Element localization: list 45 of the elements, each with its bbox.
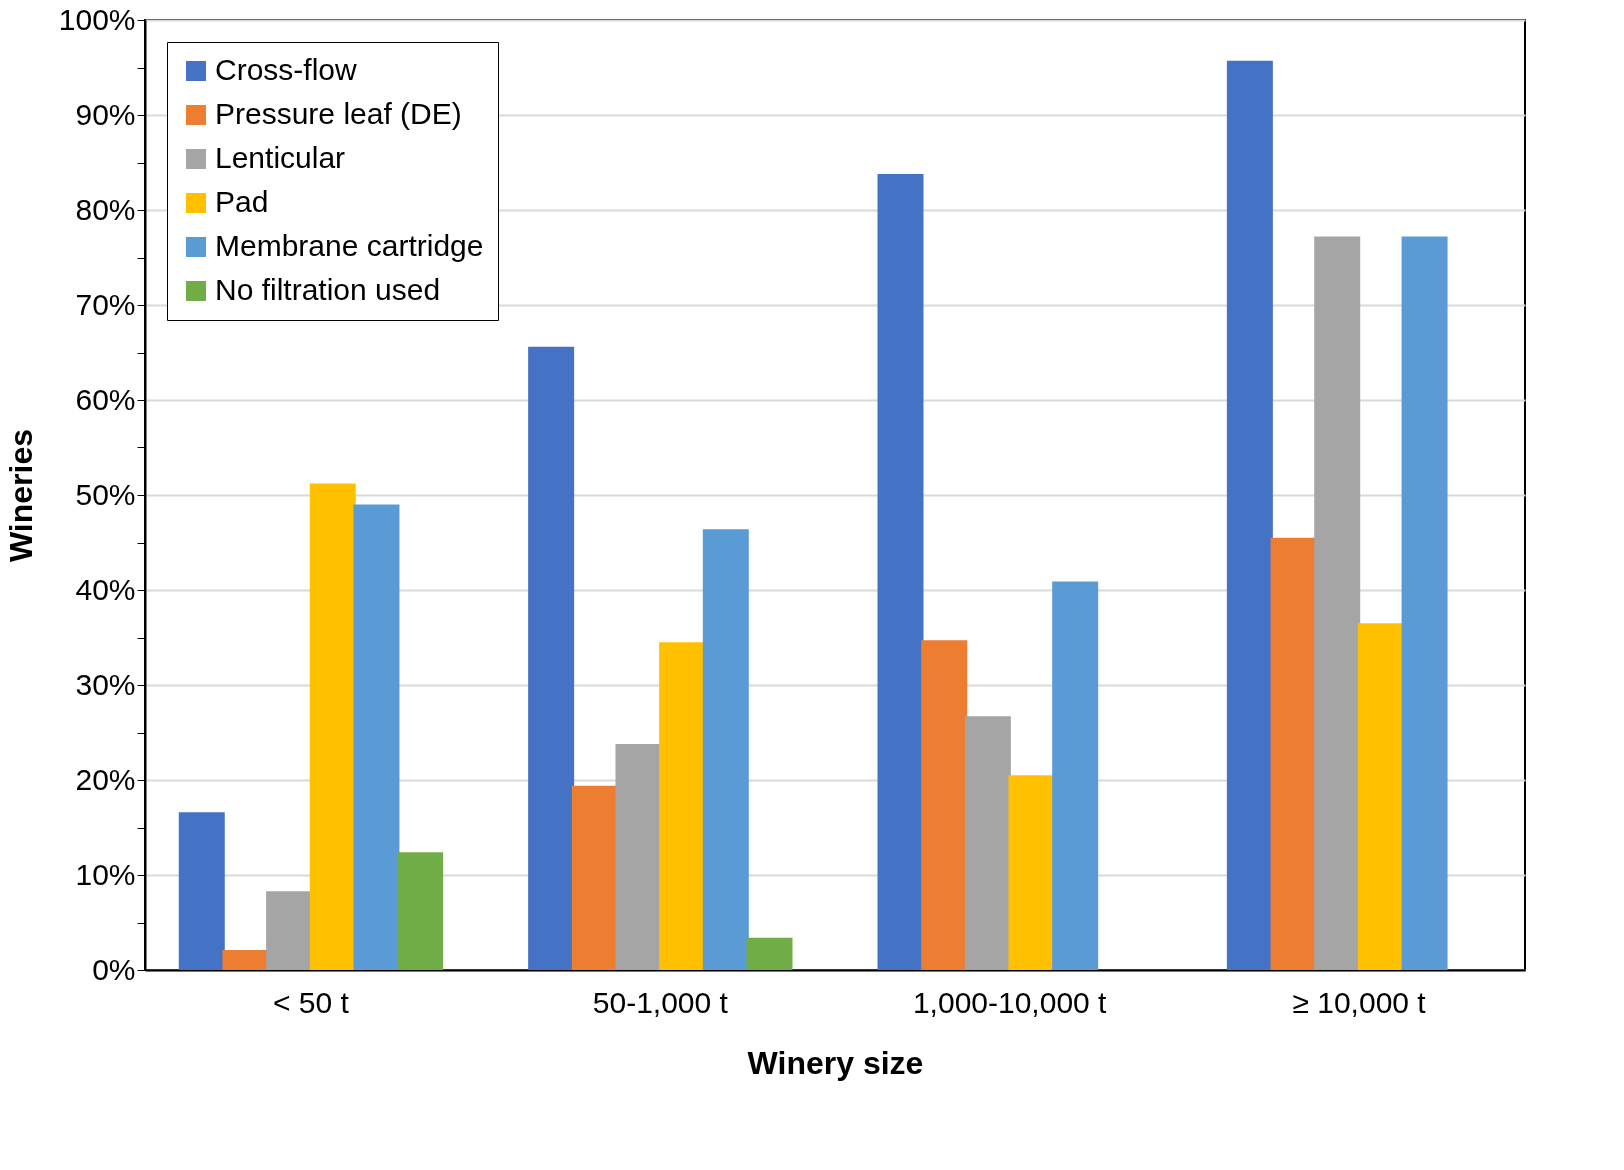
bar	[877, 173, 924, 970]
y-axis-title: Wineries	[2, 428, 39, 563]
x-tick-label: 1,000-10,000 t	[912, 985, 1108, 1019]
bar	[1357, 623, 1404, 970]
bar	[1008, 775, 1055, 970]
bar	[1052, 581, 1099, 970]
legend-label: Cross-flow	[215, 53, 358, 86]
bar	[178, 812, 225, 970]
legend-label: Pressure leaf (DE)	[215, 97, 462, 130]
y-tick-label: 90%	[75, 97, 136, 131]
bar	[353, 504, 400, 970]
bar	[921, 640, 968, 970]
y-tick-label: 40%	[75, 572, 136, 606]
x-tick-label: < 50 t	[273, 985, 350, 1019]
y-tick-label: 100%	[58, 2, 136, 36]
bar	[266, 891, 313, 970]
y-tick-label: 10%	[75, 857, 136, 891]
y-tick-label: 50%	[75, 477, 136, 511]
bar	[702, 529, 749, 970]
bar	[1314, 236, 1361, 970]
y-tick-label: 20%	[75, 762, 136, 796]
bar	[1270, 537, 1317, 970]
y-tick-label: 80%	[75, 192, 136, 226]
bar	[397, 852, 444, 970]
legend-label: Lenticular	[215, 141, 346, 174]
bar	[615, 743, 662, 970]
legend-label: No filtration used	[215, 273, 441, 306]
y-tick-label: 70%	[75, 287, 136, 321]
y-tick-label: 30%	[75, 667, 136, 701]
y-tick-label: 60%	[75, 382, 136, 416]
x-axis-title: Winery size	[747, 1044, 924, 1081]
bar	[1401, 236, 1448, 970]
bar	[1226, 60, 1273, 970]
bar	[222, 950, 269, 970]
bar	[964, 716, 1011, 970]
x-tick-label: 50-1,000 t	[592, 985, 729, 1019]
bar	[746, 937, 793, 970]
bar	[528, 346, 575, 970]
bar	[659, 642, 706, 970]
y-tick-label: 0%	[92, 952, 136, 986]
legend-label: Membrane cartridge	[215, 229, 484, 262]
bar	[571, 785, 618, 970]
x-tick-label: ≥ 10,000 t	[1292, 985, 1427, 1019]
legend-label: Pad	[215, 185, 269, 218]
bar	[309, 483, 356, 970]
